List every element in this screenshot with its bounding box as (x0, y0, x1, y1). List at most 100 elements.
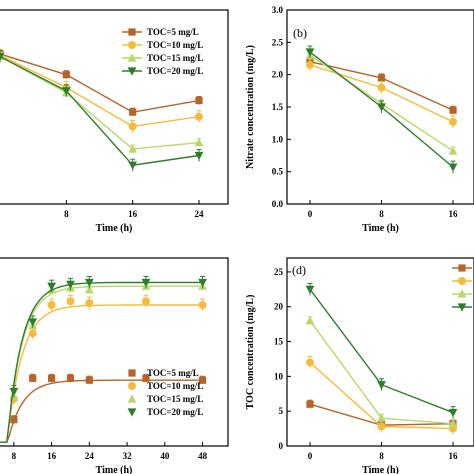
series-line (309, 320, 454, 425)
data-point (10, 416, 18, 424)
series-20mgL (0, 50, 204, 172)
x-tick-label: 8 (379, 451, 384, 461)
x-tick-label: 24 (195, 209, 205, 219)
x-tick-label: 40 (160, 451, 170, 461)
x-axis-label: Time (h) (96, 223, 133, 234)
panel-b: 0 8 16 0.0 0.5 1.0 1.5 2.0 2.5 3.0 Time (h) Nitrate… (245, 5, 474, 234)
series-line (0, 55, 200, 150)
x-tick-label: 0 (308, 451, 313, 461)
data-point (195, 96, 203, 105)
data-point (84, 285, 94, 294)
y-tick-label: 10 (274, 371, 284, 381)
data-point (66, 297, 75, 306)
data-point (62, 71, 70, 79)
data-point (377, 422, 386, 431)
y-axis-label: TOC concentration (mg/L) (245, 295, 256, 410)
legend-marker (128, 369, 136, 377)
y-tick-label: 1.5 (272, 102, 284, 112)
data-point (85, 376, 93, 384)
data-point (448, 163, 458, 172)
data-point (305, 285, 315, 294)
data-point (448, 419, 458, 428)
data-point (129, 108, 137, 116)
data-point (448, 146, 458, 155)
series-20mgL (305, 45, 458, 174)
x-axis-label: Time (h) (96, 465, 133, 474)
data-point (61, 87, 71, 96)
panel-d: 0 8 16 0 5 10 15 20 25 Time (h) TOC concentration … (245, 257, 474, 474)
y-tick-label: 2.0 (272, 70, 284, 80)
axes-frame (0, 257, 229, 447)
legend-label: TOC=20 mg/L (147, 66, 203, 76)
legend-label: TOC=5 mg/L (147, 368, 199, 378)
x-tick-label: 16 (47, 451, 57, 461)
x-tick-label: 8 (64, 209, 69, 219)
fitted-curve (0, 379, 203, 443)
data-point (84, 278, 94, 288)
y-tick-label: 2.5 (272, 37, 284, 47)
data-point (448, 408, 458, 418)
y-tick-label: 0.5 (272, 167, 284, 177)
legend-label: TOC=15 mg/L (147, 394, 203, 404)
data-point (9, 387, 19, 397)
data-point (305, 48, 315, 57)
series-10mgL (0, 48, 203, 133)
x-tick-label: 16 (449, 451, 459, 461)
panel-a: 8 16 24 Time (h) TOC=5 mg/L TOC=10 mg/L TOC=15… (0, 9, 229, 234)
legend-marker (127, 394, 137, 403)
data-point (141, 278, 151, 288)
data-point (306, 358, 314, 367)
legend-label: TOC=10 mg/L (147, 40, 203, 50)
x-tick-label: 32 (123, 451, 133, 461)
y-tick-label: 15 (274, 337, 284, 347)
y-tick-label: 0.0 (272, 199, 284, 209)
data-point (195, 112, 203, 121)
series-5mgL (0, 373, 207, 443)
data-point (128, 144, 138, 153)
data-point (0, 52, 5, 62)
data-point (449, 117, 457, 126)
data-point (128, 161, 138, 170)
data-point (128, 122, 137, 131)
legend-label: TOC=5 mg/L (147, 27, 199, 37)
data-point (141, 297, 150, 306)
data-point (306, 400, 314, 408)
series-15mgL (305, 316, 458, 428)
legend-marker (458, 264, 466, 272)
series-10mgL (0, 294, 207, 443)
data-point (377, 381, 386, 390)
x-tick-label: 24 (85, 451, 95, 461)
data-point (198, 278, 207, 288)
data-point (377, 74, 386, 82)
legend-marker (128, 382, 136, 390)
y-tick-label: 5 (279, 406, 284, 416)
x-tick-label: 8 (12, 451, 17, 461)
y-tick-label: 3.0 (272, 5, 284, 15)
fitted-curve (0, 285, 203, 443)
data-point (47, 301, 56, 309)
x-tick-label: 16 (449, 209, 459, 219)
data-point (194, 137, 204, 147)
data-point (28, 318, 38, 327)
x-axis-label: Time (h) (362, 465, 399, 474)
data-point (198, 376, 207, 384)
series-20mgL (305, 282, 458, 419)
panel-label: (d) (292, 263, 306, 277)
legend-marker (128, 41, 136, 49)
data-point (377, 83, 386, 92)
y-tick-label: 1.0 (272, 134, 284, 144)
y-tick-label: 25 (274, 267, 284, 277)
data-point (66, 374, 75, 382)
fitted-curve (0, 281, 203, 443)
legend-marker (127, 408, 137, 417)
data-point (377, 413, 386, 422)
x-axis-label: Time (h) (362, 223, 399, 234)
data-point (194, 151, 204, 161)
panel-label: (b) (293, 26, 307, 40)
axes-frame (286, 257, 474, 447)
data-point (306, 60, 314, 69)
data-point (28, 329, 37, 338)
data-point (305, 316, 315, 325)
legend-marker (458, 277, 466, 285)
